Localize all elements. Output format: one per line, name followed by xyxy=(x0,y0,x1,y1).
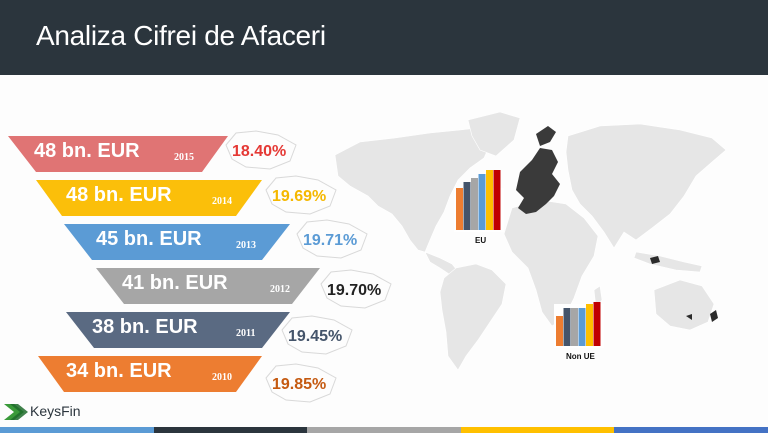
romania-outline xyxy=(265,175,337,215)
revenue-amount: 45 bn. EUR xyxy=(96,228,202,250)
footer-segment xyxy=(0,427,154,433)
mini-chart-bar xyxy=(556,316,563,346)
revenue-year: 2013 xyxy=(236,240,256,251)
growth-percent: 19.45% xyxy=(288,328,343,345)
revenue-year: 2015 xyxy=(174,152,194,163)
mini-chart-bar xyxy=(578,308,586,346)
revenue-year: 2014 xyxy=(212,196,232,207)
funnel-bar xyxy=(66,312,290,348)
mini-chart-bar xyxy=(586,304,593,346)
revenue-amount: 41 bn. EUR xyxy=(122,272,228,294)
growth-percent: 18.40% xyxy=(232,143,287,160)
mini-chart-bar xyxy=(563,308,571,346)
funnel-bar xyxy=(8,136,228,172)
eu-bar-chart xyxy=(454,170,504,232)
revenue-amount: 38 bn. EUR xyxy=(92,316,198,338)
mini-chart-bar xyxy=(493,170,501,230)
revenue-amount: 48 bn. EUR xyxy=(34,140,140,162)
mini-chart-bar xyxy=(593,302,601,346)
growth-percent: 19.70% xyxy=(327,282,382,299)
eu-label: EU xyxy=(475,236,487,245)
funnel-bar xyxy=(38,356,262,392)
romania-outline xyxy=(296,219,368,259)
funnel-bar xyxy=(96,268,320,304)
world-map xyxy=(334,111,727,371)
mini-chart-bar xyxy=(456,188,463,230)
romania-outline xyxy=(265,363,337,403)
mini-chart-bar xyxy=(486,170,493,230)
non-eu-label: Non UE xyxy=(566,352,595,361)
romania-outlines xyxy=(225,130,392,403)
footer-segment xyxy=(614,427,768,433)
mini-chart-bar xyxy=(471,178,478,230)
keysfin-logo-icon xyxy=(4,404,28,420)
growth-percent: 19.85% xyxy=(272,376,327,393)
footer-segment xyxy=(307,427,461,433)
romania-outline xyxy=(320,269,392,309)
revenue-year: 2012 xyxy=(270,284,290,295)
slide-header: Analiza Cifrei de Afaceri xyxy=(0,0,768,75)
revenue-amount: 48 bn. EUR xyxy=(66,184,172,206)
growth-percent: 19.71% xyxy=(303,232,358,249)
slide-title: Analiza Cifrei de Afaceri xyxy=(36,20,326,51)
funnel-bar xyxy=(64,224,290,260)
revenue-amount: 34 bn. EUR xyxy=(66,360,172,382)
revenue-year: 2011 xyxy=(236,328,256,339)
romania-outline xyxy=(225,130,297,170)
funnel-bar xyxy=(36,180,262,216)
mini-chart-bar xyxy=(571,308,578,346)
keysfin-logo-text: KeysFin xyxy=(30,403,81,419)
non-eu-bar-chart xyxy=(554,302,604,348)
footer-segment xyxy=(153,427,308,433)
map-accents xyxy=(650,256,718,322)
footer-stripe xyxy=(0,427,768,433)
romania-outline xyxy=(281,315,353,355)
revenue-year: 2010 xyxy=(212,372,232,383)
growth-percent: 19.69% xyxy=(272,188,327,205)
mini-chart-bar xyxy=(463,182,471,230)
revenue-funnel xyxy=(8,136,320,392)
mini-chart-bar xyxy=(478,174,486,230)
europe-region xyxy=(516,126,560,214)
footer-segment xyxy=(460,427,615,433)
